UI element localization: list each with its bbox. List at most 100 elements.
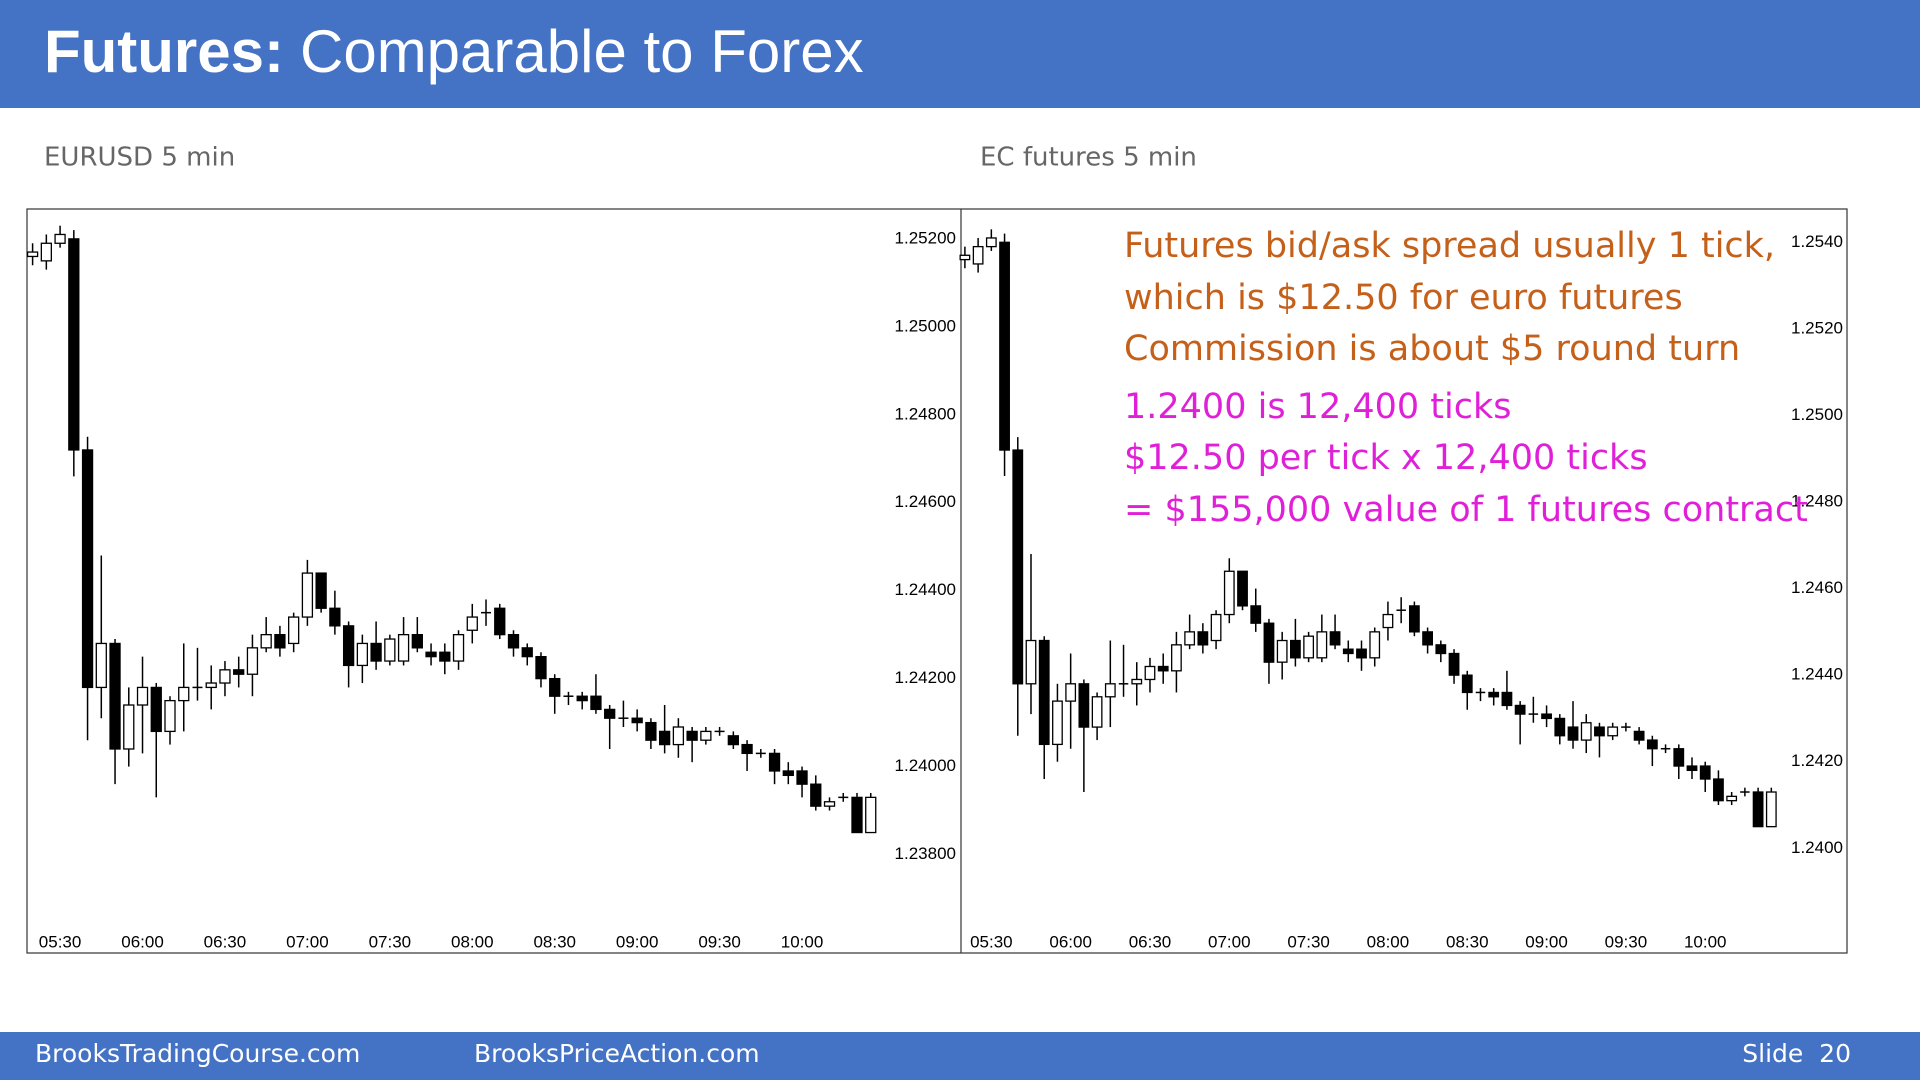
candle-body (1171, 644, 1182, 672)
candle-body (452, 634, 465, 662)
x-tick-label: 07:00 (1208, 932, 1251, 951)
x-tick-label: 09:30 (1605, 932, 1648, 951)
candle-body (329, 607, 341, 627)
candle-body (810, 783, 822, 807)
y-tick-label: 1.25200 (895, 228, 956, 247)
chart-title: EURUSD 5 min (44, 143, 235, 173)
x-tick-label: 08:00 (451, 932, 494, 951)
candle-body (1356, 648, 1367, 659)
candle-body (466, 616, 478, 631)
candle-body (999, 241, 1010, 451)
candle-body (1025, 639, 1037, 685)
candle-body (1580, 722, 1592, 741)
candle-body (246, 647, 259, 675)
x-tick-label: 07:30 (1287, 932, 1330, 951)
candle-body (1382, 613, 1394, 629)
candle-body (796, 770, 808, 785)
candle-body (604, 708, 616, 719)
candle-body (1342, 648, 1354, 655)
candle-body (985, 237, 997, 248)
candle-body (81, 449, 94, 689)
annotation: 1.2400 is 12,400 ticks (1124, 387, 1511, 427)
footer-link: BrooksTradingCourse.com (35, 1039, 360, 1068)
candle-body (1065, 683, 1077, 702)
candle-body (1104, 683, 1116, 698)
candle-body (972, 245, 984, 265)
candle-body (1131, 678, 1143, 685)
annotation: Commission is about $5 round turn (1124, 329, 1740, 369)
candle-body (1157, 665, 1169, 672)
candle-body (686, 730, 698, 741)
candle-body (164, 699, 176, 733)
candle-body (1144, 665, 1156, 681)
candle-body (1514, 704, 1526, 715)
y-tick-label: 1.2460 (1791, 578, 1843, 597)
y-tick-label: 1.24200 (895, 668, 956, 687)
annotation: = $155,000 value of 1 futures contract (1124, 490, 1808, 530)
candle-body (1673, 748, 1685, 767)
footer-link: BrooksPriceAction.com (474, 1039, 760, 1068)
candle-body (1369, 631, 1381, 659)
candle-body (1686, 765, 1698, 772)
candle-body (123, 704, 135, 750)
candle-body (1488, 691, 1500, 698)
candle-body (1012, 449, 1024, 685)
x-tick-label: 08:00 (1367, 932, 1410, 951)
candle-body (274, 634, 286, 649)
slide-number: Slide 20 (1742, 1039, 1851, 1068)
candle-body (260, 634, 272, 649)
y-tick-label: 1.24000 (895, 756, 956, 775)
candle-body (1290, 639, 1301, 659)
candle-body (549, 677, 561, 697)
candle-body (741, 743, 753, 755)
candle-body (521, 647, 533, 658)
footer-bar (0, 1032, 1920, 1080)
x-tick-label: 05:30 (970, 932, 1013, 951)
candle-body (507, 634, 520, 649)
chart-frame (26, 208, 1848, 954)
candle-body (1726, 795, 1738, 802)
y-tick-label: 1.2400 (1791, 838, 1843, 857)
candle-body (356, 642, 369, 667)
y-tick-label: 1.2500 (1791, 405, 1843, 424)
candle-body (959, 254, 971, 261)
candle-body (1713, 778, 1724, 802)
candle-body (40, 242, 52, 262)
x-tick-label: 08:30 (533, 932, 576, 951)
candle-body (1250, 605, 1262, 624)
slide-title: Futures: Comparable to Forex (44, 18, 864, 85)
candle-body (1501, 691, 1513, 707)
candle-body (109, 642, 121, 750)
y-tick-label: 1.2520 (1791, 318, 1843, 337)
candle-body (494, 607, 506, 636)
candle-body (1263, 622, 1275, 663)
candle-body (1461, 674, 1473, 694)
x-tick-label: 06:30 (1129, 932, 1172, 951)
candle-body (782, 770, 794, 777)
candle-body (1633, 730, 1645, 741)
candle-body (590, 695, 602, 711)
candle-body (95, 642, 107, 689)
header-bar (0, 0, 1920, 108)
x-tick-label: 07:30 (369, 932, 412, 951)
candle-body (823, 801, 836, 807)
y-tick-label: 1.24400 (895, 580, 956, 599)
candle-body (865, 796, 877, 834)
candle-body (1752, 791, 1764, 828)
candle-body (1646, 739, 1658, 750)
candle-body (301, 572, 314, 618)
candle-body (178, 686, 190, 702)
candle-body (535, 655, 547, 680)
annotation: Futures bid/ask spread usually 1 tick, (1124, 226, 1775, 266)
candle-body (425, 651, 437, 658)
candle-body (576, 695, 588, 702)
y-tick-label: 1.24600 (895, 492, 956, 511)
x-tick-label: 10:00 (1684, 932, 1727, 951)
y-tick-label: 1.24800 (895, 404, 956, 423)
candle-body (342, 625, 355, 667)
candle-body (1607, 726, 1619, 737)
candle-body (1448, 652, 1460, 676)
candle-body (1408, 605, 1420, 633)
candle-body (645, 721, 657, 741)
x-tick-label: 10:00 (781, 932, 824, 951)
